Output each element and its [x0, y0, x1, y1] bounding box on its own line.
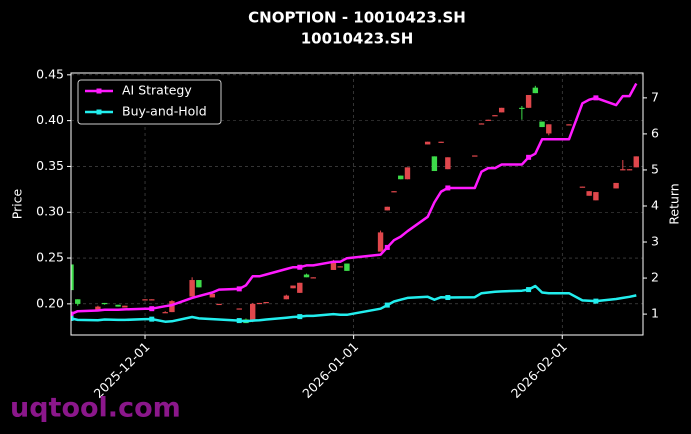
candle-body: [593, 192, 599, 201]
candle-body: [290, 285, 296, 289]
y2-tick-label: 1: [651, 306, 659, 321]
candle-body: [310, 277, 316, 279]
series-marker: [236, 286, 242, 292]
candle-body: [303, 274, 310, 278]
candle-body: [263, 302, 269, 304]
candle-body: [169, 301, 175, 313]
series-marker: [149, 316, 155, 322]
candle-body: [472, 155, 478, 157]
y-tick-label: 0.30: [36, 204, 64, 219]
candle-body: [209, 293, 216, 298]
candle-body: [438, 141, 444, 143]
candle-body: [445, 157, 451, 170]
candle-body: [626, 169, 633, 171]
candle-body: [498, 107, 505, 113]
series-marker: [445, 295, 451, 301]
series-marker: [445, 185, 451, 191]
candle-body: [283, 295, 290, 300]
y2-tick-label: 5: [651, 161, 659, 176]
candle-body: [532, 87, 539, 94]
candle-body: [236, 308, 242, 310]
candle-body: [377, 232, 384, 252]
legend-marker: [96, 88, 102, 94]
candle-body: [142, 299, 148, 301]
candle-body: [485, 119, 491, 121]
candle-body: [75, 299, 81, 304]
y-tick-label: 0.25: [36, 250, 64, 265]
plot-frame: [70, 72, 644, 336]
candle-body: [633, 156, 639, 168]
legend-frame: [77, 79, 222, 125]
series-marker: [384, 244, 390, 250]
candle-body: [256, 302, 263, 305]
series-marker: [236, 318, 242, 324]
candle-body: [297, 282, 303, 293]
y2-tick-label: 6: [651, 125, 659, 140]
candle-body: [330, 260, 337, 270]
plot-area: [71, 82, 639, 324]
y2-axis-label: Return: [667, 183, 682, 224]
candle-body: [384, 206, 390, 211]
candle-body: [478, 123, 485, 125]
candle-body: [620, 169, 626, 171]
candle-body: [162, 312, 168, 314]
candle-body: [492, 115, 498, 117]
legend-marker: [96, 109, 102, 115]
series-marker: [297, 314, 303, 320]
candle-body: [613, 182, 619, 189]
candle-body: [95, 306, 101, 312]
y2-tick-label: 4: [651, 197, 659, 212]
series-marker: [384, 302, 390, 308]
series-marker: [149, 306, 155, 312]
y2-tick-label: 2: [651, 270, 659, 285]
y-axis-label: Price: [10, 188, 25, 219]
series-marker: [71, 315, 74, 321]
candle-body: [189, 280, 195, 297]
candle-body: [71, 264, 74, 291]
candle-body: [344, 263, 350, 271]
y-tick-label: 0.35: [36, 158, 64, 173]
legend-label: AI Strategy: [122, 83, 192, 98]
series-line: [71, 284, 637, 323]
candle-body: [519, 107, 525, 110]
y-tick-label: 0.45: [36, 66, 64, 81]
series-marker: [71, 311, 74, 317]
y-tick-label: 0.20: [36, 295, 64, 310]
candle-body: [115, 304, 121, 307]
candle-body: [525, 94, 532, 108]
candle-body: [101, 302, 108, 305]
candle-body: [149, 299, 155, 301]
legend-label: Buy-and-Hold: [122, 104, 207, 119]
candle-body: [431, 156, 438, 172]
candle-body: [404, 167, 411, 180]
chart-subtitle: 10010423.SH: [301, 30, 414, 48]
candle-body: [579, 186, 586, 188]
candle-body: [398, 175, 404, 180]
candle-body: [566, 124, 572, 126]
series-line: [71, 82, 638, 316]
candle-body: [546, 124, 552, 134]
series-marker: [526, 154, 532, 160]
legend: AI Strategy Buy-and-Hold: [77, 79, 222, 125]
y2-tick-label: 3: [651, 234, 659, 249]
chart-title: CNOPTION - 10010423.SH: [248, 9, 466, 27]
candle-body: [586, 191, 592, 196]
series-marker: [593, 95, 599, 101]
candle-body: [337, 266, 343, 268]
candle-body: [391, 191, 397, 193]
candle-body: [539, 121, 545, 128]
series-marker: [593, 298, 599, 304]
candle-body: [122, 305, 128, 308]
y-tick-label: 0.40: [36, 112, 64, 127]
series-marker: [526, 287, 532, 293]
candle-body: [249, 303, 256, 321]
watermark: uqtool.com: [10, 393, 181, 424]
candle-body: [424, 141, 431, 145]
y2-tick-label: 7: [651, 89, 659, 104]
candle-body: [196, 280, 202, 288]
candle-body: [216, 303, 222, 306]
series-marker: [297, 264, 303, 270]
